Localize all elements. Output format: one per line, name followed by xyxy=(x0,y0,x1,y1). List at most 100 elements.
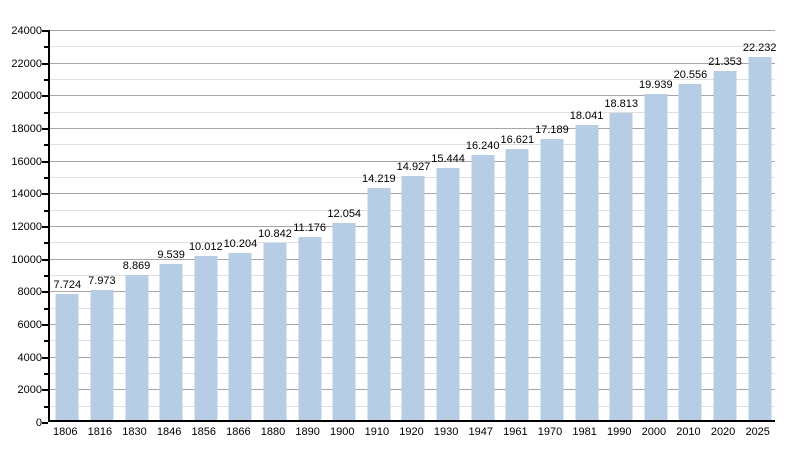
bar-2020 xyxy=(713,71,737,420)
x-axis-tick-label: 1910 xyxy=(364,426,390,438)
x-axis-tick-label: 1961 xyxy=(503,426,528,438)
y-axis-tick xyxy=(42,62,48,65)
x-axis-tick-label: 2020 xyxy=(710,426,736,438)
bar-value-label: 8.869 xyxy=(122,260,151,273)
y-axis-tick-label: 18000 xyxy=(11,123,42,135)
minor-gridline xyxy=(50,46,775,48)
bar-1816 xyxy=(90,289,114,420)
y-axis-tick xyxy=(44,405,48,408)
x-axis-tick-label: 1856 xyxy=(191,426,217,438)
y-axis-tick xyxy=(42,160,48,163)
y-axis-tick-label: 10000 xyxy=(11,253,42,266)
y-axis-tick xyxy=(44,307,48,310)
major-gridline xyxy=(50,160,775,162)
bar-1890 xyxy=(298,237,322,420)
bar-value-label: 7.973 xyxy=(88,274,116,287)
bar-slot: 20.556 xyxy=(673,30,708,420)
bar-value-label: 7.724 xyxy=(53,278,82,291)
bar-slot: 9.539 xyxy=(154,30,189,420)
bar-1930 xyxy=(436,167,460,420)
bar-slot: 18.813 xyxy=(604,30,639,420)
y-axis-tick xyxy=(42,193,48,196)
bar-1961 xyxy=(505,148,529,420)
y-axis-tick xyxy=(42,356,48,359)
bar-1880 xyxy=(263,242,287,420)
x-axis-tick-label: 1816 xyxy=(87,426,113,438)
y-axis-tick xyxy=(44,111,48,114)
bar-slot: 10.204 xyxy=(223,30,258,420)
y-axis-tick xyxy=(42,389,48,392)
bar-value-label: 16.240 xyxy=(465,139,500,152)
y-axis-tick xyxy=(44,340,48,343)
y-axis-tick xyxy=(42,258,48,261)
bar-value-label: 22.232 xyxy=(742,41,777,54)
x-axis-tick-label: 1970 xyxy=(537,426,563,438)
bar-2025 xyxy=(748,56,772,420)
x-axis-tick-label: 1900 xyxy=(330,426,355,438)
y-axis-tick-label: 0 xyxy=(35,417,42,429)
bar-slot: 18.041 xyxy=(569,30,604,420)
major-gridline xyxy=(50,95,775,97)
y-axis-tick-label: 20000 xyxy=(11,90,42,103)
x-axis-tick-label: 1990 xyxy=(606,426,632,438)
bar-value-label: 12.054 xyxy=(327,208,362,221)
y-axis-tick xyxy=(44,144,48,147)
bar-1920 xyxy=(401,176,425,420)
bar-value-label: 17.189 xyxy=(535,124,569,137)
major-gridline xyxy=(50,128,775,129)
bar-value-label: 14.927 xyxy=(396,161,431,174)
y-axis-tick xyxy=(42,291,48,294)
major-gridline xyxy=(50,62,775,64)
y-axis-tick-label: 24000 xyxy=(11,25,42,37)
bar-1947 xyxy=(471,154,495,420)
bar-value-label: 20.556 xyxy=(673,69,708,82)
x-axis-tick-label: 1947 xyxy=(468,426,493,438)
x-axis-tick-label: 1846 xyxy=(156,426,182,438)
y-axis-tick xyxy=(44,46,48,49)
bar-slot: 10.012 xyxy=(188,30,223,420)
bar-value-label: 18.041 xyxy=(569,110,604,123)
x-axis-tick-label: 1866 xyxy=(226,426,251,438)
bar-slot: 14.927 xyxy=(396,30,431,420)
bar-1830 xyxy=(125,275,149,420)
y-axis-tick xyxy=(42,226,48,228)
bar-1970 xyxy=(540,139,564,420)
bar-1990 xyxy=(609,112,633,420)
x-axis-tick-label: 1890 xyxy=(295,426,320,438)
x-axis-tick-label: 2010 xyxy=(676,426,701,438)
bar-slot: 8.869 xyxy=(119,30,154,420)
bar-value-label: 15.444 xyxy=(431,152,465,165)
y-axis-tick-label: 12000 xyxy=(11,221,42,233)
y-axis-tick xyxy=(44,209,48,212)
bar-value-label: 11.176 xyxy=(293,222,327,235)
x-axis-tick-label: 1930 xyxy=(433,426,459,438)
bar-slot: 10.842 xyxy=(258,30,293,420)
y-axis-tick xyxy=(42,95,48,98)
bar-value-label: 10.842 xyxy=(258,227,292,240)
y-axis-tick xyxy=(42,422,48,424)
y-axis-tick xyxy=(42,30,48,32)
bar-2010 xyxy=(678,84,702,420)
bar-slot: 15.444 xyxy=(431,30,466,420)
bar-value-label: 9.539 xyxy=(157,249,185,262)
bar-value-label: 10.204 xyxy=(223,238,258,251)
bar-slot: 16.240 xyxy=(465,30,500,420)
y-axis-tick-label: 2000 xyxy=(17,384,42,397)
bar-slot: 11.176 xyxy=(292,30,327,420)
bar-slot: 14.219 xyxy=(362,30,397,420)
x-axis-tick-label: 1880 xyxy=(260,426,286,438)
bar-1900 xyxy=(332,223,356,420)
y-axis-tick xyxy=(44,242,48,245)
major-gridline xyxy=(50,30,775,31)
bar-slot: 21.353 xyxy=(708,30,743,420)
x-axis-tick-label: 1830 xyxy=(122,426,147,438)
bar-value-label: 14.219 xyxy=(362,172,396,185)
bar-value-label: 19.939 xyxy=(638,79,673,92)
x-axis-tick-label: 1920 xyxy=(399,426,424,438)
y-axis-tick xyxy=(44,275,48,277)
y-axis-tick-label: 22000 xyxy=(11,57,42,70)
bar-value-label: 21.353 xyxy=(708,56,742,69)
y-axis-tick xyxy=(44,79,48,81)
bar-1981 xyxy=(575,125,599,420)
y-axis-tick-label: 14000 xyxy=(11,188,42,201)
